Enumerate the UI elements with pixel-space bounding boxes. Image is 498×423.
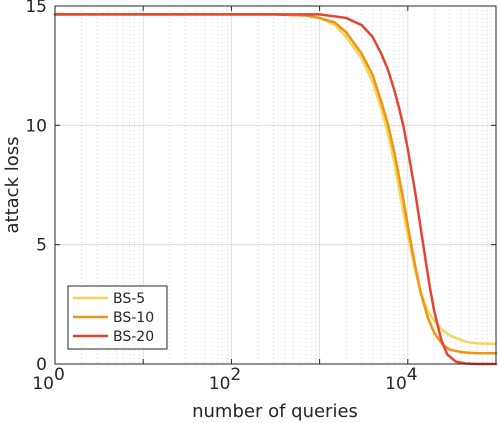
plot-frame xyxy=(54,5,497,365)
legend: BS-5 BS-10 BS-20 xyxy=(67,285,168,350)
series-line-bs-20 xyxy=(53,13,498,366)
legend-label: BS-20 xyxy=(113,329,154,345)
axis-ticks xyxy=(54,5,497,365)
x-tick-label-base: 10 xyxy=(32,374,54,394)
y-tick-label: 0 xyxy=(36,355,47,375)
y-tick-label: 15 xyxy=(25,0,47,17)
legend-label: BS-5 xyxy=(113,291,145,307)
x-tick-label-exponent: 2 xyxy=(230,365,241,385)
x-tick-label-base: 10 xyxy=(209,374,231,394)
y-axis-label: attack loss xyxy=(2,137,23,234)
x-tick-label-exponent: 0 xyxy=(54,365,65,385)
series-layer xyxy=(53,13,498,366)
x-tick-label-exponent: 4 xyxy=(407,365,418,385)
y-tick-labels: 0 5 10 15 xyxy=(25,0,47,375)
x-tick-labels: 10 0 10 2 10 4 xyxy=(32,365,417,394)
y-tick-label: 10 xyxy=(25,116,47,136)
y-tick-label: 5 xyxy=(36,236,47,256)
legend-label: BS-10 xyxy=(113,310,154,326)
x-axis-label: number of queries xyxy=(192,401,358,422)
x-tick-label-base: 10 xyxy=(385,374,407,394)
